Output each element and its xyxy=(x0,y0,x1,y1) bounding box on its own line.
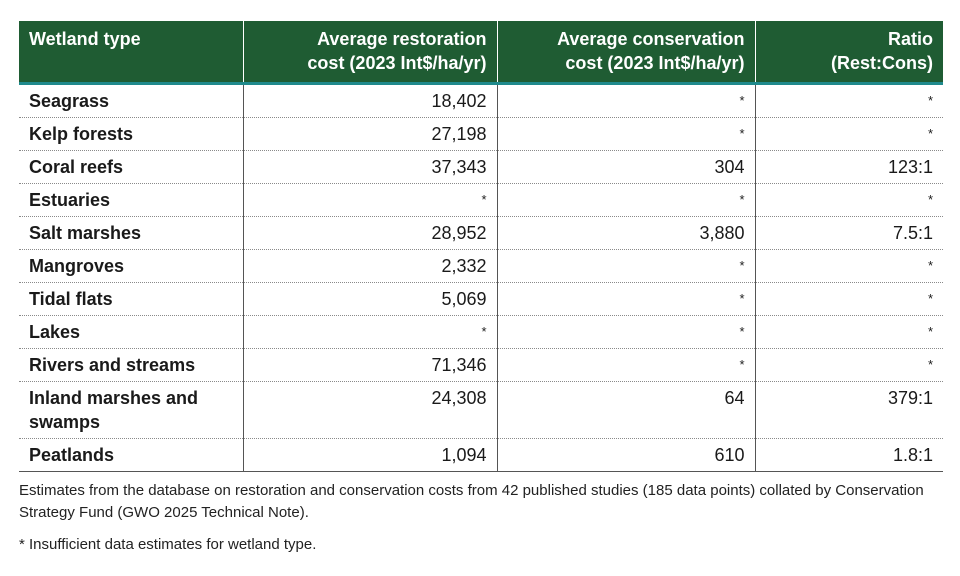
cell-wetland-type: Salt marshes xyxy=(19,216,244,250)
cell-ratio: 1.8:1 xyxy=(755,438,943,472)
cell-restoration-cost: 18,402 xyxy=(243,83,498,118)
table-body: Seagrass 18,402 * * Kelp forests 27,198 * * Cora… xyxy=(19,83,943,472)
cell-restoration-cost: 28,952 xyxy=(243,216,498,250)
cell-ratio: 7.5:1 xyxy=(755,216,943,250)
cell-ratio: * xyxy=(755,282,943,316)
cell-restoration-cost: 37,343 xyxy=(243,150,498,184)
cell-conservation-cost: 304 xyxy=(497,150,756,184)
table-row: Tidal flats 5,069 * * xyxy=(19,282,943,316)
table-row: Lakes * * * xyxy=(19,315,943,349)
cell-ratio: * xyxy=(755,315,943,349)
cell-restoration-cost: 71,346 xyxy=(243,348,498,382)
cell-conservation-cost: 610 xyxy=(497,438,756,472)
cell-wetland-type: Tidal flats xyxy=(19,282,244,316)
wetland-cost-table: Wetland type Average restoration cost (2… xyxy=(19,21,943,472)
cell-restoration-cost: 27,198 xyxy=(243,117,498,151)
source-note: Estimates from the database on restorati… xyxy=(19,482,924,521)
cell-ratio: * xyxy=(755,249,943,283)
header-row: Wetland type Average restoration cost (2… xyxy=(19,21,943,84)
cell-wetland-type: Mangroves xyxy=(19,249,244,283)
cell-ratio: * xyxy=(755,117,943,151)
table-row: Salt marshes 28,952 3,880 7.5:1 xyxy=(19,216,943,250)
cell-restoration-cost: 24,308 xyxy=(243,381,498,439)
header-conservation-line1: Average conservation xyxy=(557,29,745,49)
cell-conservation-cost: * xyxy=(497,315,756,349)
footnote: * Insufficient data estimates for wetlan… xyxy=(19,536,317,553)
cell-wetland-type: Peatlands xyxy=(19,438,244,472)
cell-wetland-type: Inland marshes and swamps xyxy=(19,381,244,439)
table-row: Coral reefs 37,343 304 123:1 xyxy=(19,150,943,184)
cost-table-figure: Wetland type Average restoration cost (2… xyxy=(19,21,943,556)
cell-ratio: * xyxy=(755,83,943,118)
table-header: Wetland type Average restoration cost (2… xyxy=(19,21,943,84)
cell-restoration-cost: * xyxy=(243,183,498,217)
header-wetland-type-label: Wetland type xyxy=(29,29,141,49)
header-wetland-type: Wetland type xyxy=(19,21,244,84)
table-row: Peatlands 1,094 610 1.8:1 xyxy=(19,438,943,472)
table-row: Estuaries * * * xyxy=(19,183,943,217)
header-restoration-cost: Average restoration cost (2023 Int$/ha/y… xyxy=(243,21,498,84)
cell-restoration-cost: 1,094 xyxy=(243,438,498,472)
header-ratio-line1: Ratio xyxy=(888,29,933,49)
header-restoration-line1: Average restoration xyxy=(317,29,487,49)
cell-restoration-cost: * xyxy=(243,315,498,349)
cell-conservation-cost: * xyxy=(497,348,756,382)
cell-conservation-cost: 3,880 xyxy=(497,216,756,250)
table-row: Mangroves 2,332 * * xyxy=(19,249,943,283)
cell-conservation-cost: 64 xyxy=(497,381,756,439)
cell-wetland-type: Lakes xyxy=(19,315,244,349)
header-conservation-cost: Average conservation cost (2023 Int$/ha/… xyxy=(497,21,756,84)
table-row: Kelp forests 27,198 * * xyxy=(19,117,943,151)
cell-conservation-cost: * xyxy=(497,83,756,118)
cell-restoration-cost: 5,069 xyxy=(243,282,498,316)
cell-ratio: 123:1 xyxy=(755,150,943,184)
cell-conservation-cost: * xyxy=(497,282,756,316)
cell-conservation-cost: * xyxy=(497,183,756,217)
cell-wetland-type: Kelp forests xyxy=(19,117,244,151)
cell-wetland-type: Seagrass xyxy=(19,83,244,118)
cell-wetland-type: Rivers and streams xyxy=(19,348,244,382)
header-restoration-line2: cost (2023 Int$/ha/yr) xyxy=(307,53,487,73)
cell-wetland-type: Estuaries xyxy=(19,183,244,217)
table-row: Seagrass 18,402 * * xyxy=(19,83,943,118)
table-row: Inland marshes and swamps 24,308 64 379:1 xyxy=(19,381,943,439)
cell-ratio: * xyxy=(755,183,943,217)
cell-conservation-cost: * xyxy=(497,117,756,151)
header-ratio-line2: (Rest:Cons) xyxy=(831,53,933,73)
cell-ratio: * xyxy=(755,348,943,382)
header-conservation-line2: cost (2023 Int$/ha/yr) xyxy=(565,53,745,73)
cell-restoration-cost: 2,332 xyxy=(243,249,498,283)
table-row: Rivers and streams 71,346 * * xyxy=(19,348,943,382)
header-ratio: Ratio (Rest:Cons) xyxy=(755,21,943,84)
cell-conservation-cost: * xyxy=(497,249,756,283)
cell-wetland-type: Coral reefs xyxy=(19,150,244,184)
cell-ratio: 379:1 xyxy=(755,381,943,439)
